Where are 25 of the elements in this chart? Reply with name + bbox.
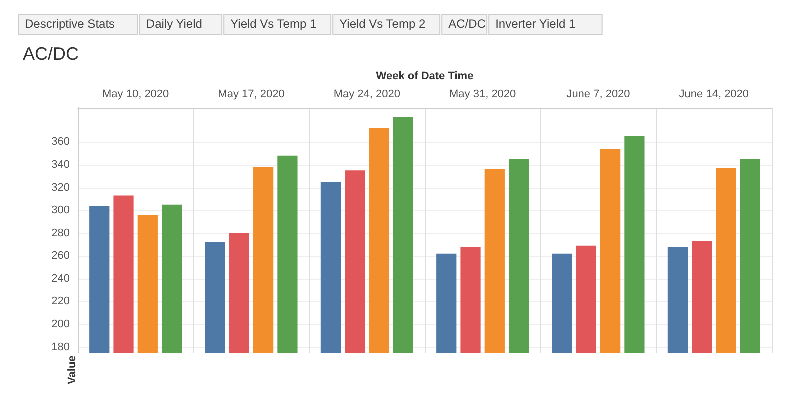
text: Inverter Yield 1 xyxy=(496,17,576,31)
x-axis-title: Week of Date Time xyxy=(376,70,474,82)
x-tick-label: May 10, 2020 xyxy=(102,88,170,100)
text: Daily Yield xyxy=(146,17,202,31)
y-tick-label: 280 xyxy=(52,227,70,240)
x-tick-label: June 14, 2020 xyxy=(679,88,750,100)
text: Yield Vs Temp 2 xyxy=(340,17,426,31)
text: AC/DC xyxy=(448,17,486,31)
y-tick-label: 260 xyxy=(52,250,70,262)
y-tick-label: 220 xyxy=(52,296,70,308)
y-axis-title: Value xyxy=(66,356,78,384)
y-tick-label: 360 xyxy=(52,136,70,148)
y-tick-label: 320 xyxy=(52,182,70,194)
x-tick-label: May 24, 2020 xyxy=(334,88,400,100)
x-tick-label: June 7, 2020 xyxy=(566,88,630,100)
text: Yield Vs Temp 1 xyxy=(230,17,317,31)
y-tick-label: 340 xyxy=(52,158,70,171)
x-tick-label: May 17, 2020 xyxy=(218,88,285,100)
text: Descriptive Stats xyxy=(25,17,116,31)
chart-title: AC/DC xyxy=(23,44,80,64)
y-tick-label: 300 xyxy=(52,204,70,217)
y-tick-label: 180 xyxy=(52,341,70,354)
y-tick-label: 200 xyxy=(52,318,70,331)
x-tick-label: May 31, 2020 xyxy=(450,88,516,100)
y-tick-label: 240 xyxy=(52,272,70,285)
